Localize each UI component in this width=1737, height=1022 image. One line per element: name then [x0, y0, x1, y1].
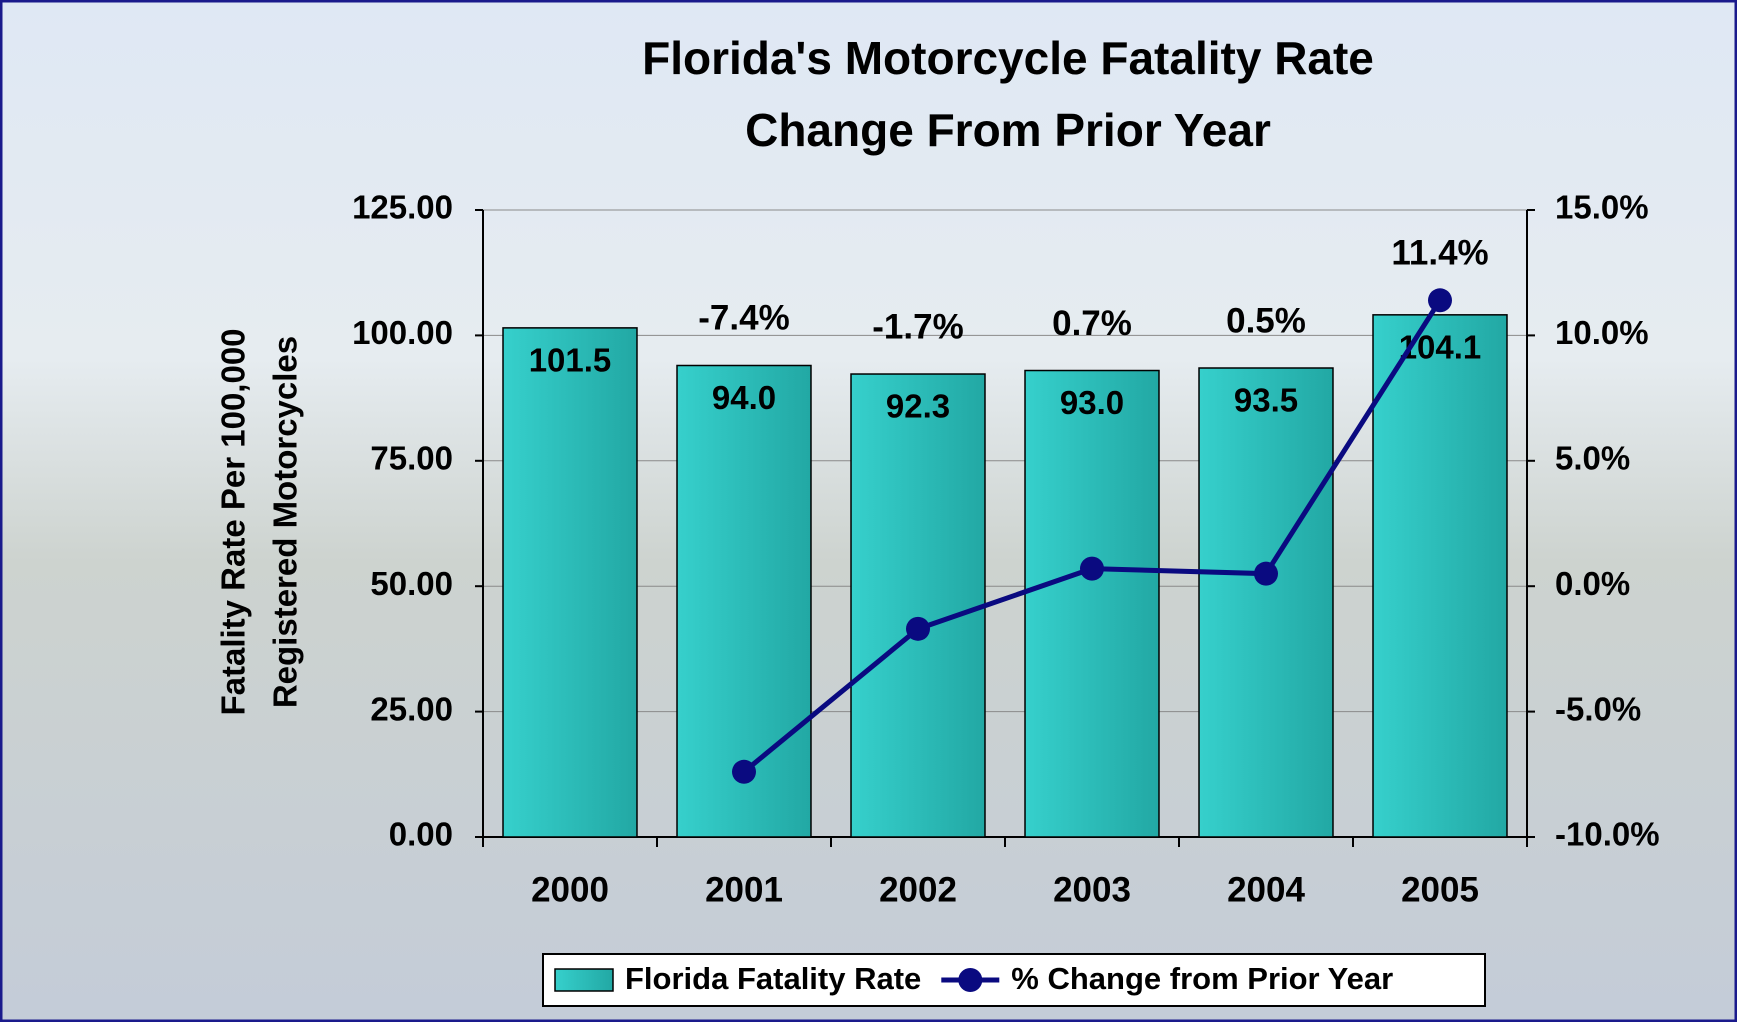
bar: [1024, 369, 1160, 838]
x-tick-label: 2004: [1227, 870, 1305, 909]
x-tick-label: 2001: [705, 870, 783, 909]
x-tick-label: 2000: [531, 870, 609, 909]
legend-swatch: [554, 968, 614, 992]
y-label-line: Registered Motorcycles: [267, 336, 304, 708]
x-tick-label: 2005: [1401, 870, 1479, 909]
bar: [676, 364, 812, 838]
y2-tick-label: 15.0%: [1555, 189, 1649, 226]
chart-subtitle: Change From Prior Year: [745, 104, 1271, 156]
y2-tick-label: 0.0%: [1555, 565, 1630, 602]
y2-tick-label: 10.0%: [1555, 314, 1649, 351]
legend-box: [542, 953, 1486, 1007]
legend: Florida Fatality Rate % Change from Prior…: [542, 953, 1486, 1007]
line-point: [1080, 556, 1104, 581]
legend-marker: [958, 968, 983, 992]
y-axis-label: Fatality Rate Per 100,000 Registered Mot…: [215, 328, 304, 715]
line-value-label: 11.4%: [1391, 234, 1488, 273]
bar-value-label: 94.0: [712, 379, 776, 416]
y-tick-label: 100.00: [352, 314, 453, 351]
y2-tick-label: 5.0%: [1555, 440, 1630, 477]
y2-tick-label: -10.0%: [1555, 816, 1660, 853]
line-value-label: -1.7%: [872, 307, 963, 346]
y-tick-label: 125.00: [352, 189, 453, 226]
bar-value-label: 92.3: [886, 388, 950, 425]
legend-label: % Change from Prior Year: [1011, 961, 1393, 996]
line-value-label: 0.7%: [1052, 304, 1132, 343]
bar: [502, 327, 638, 838]
y-tick-label: 50.00: [370, 565, 453, 602]
line-point: [1428, 288, 1452, 313]
y-tick-label: 75.00: [370, 440, 453, 477]
bar-value-label: 93.5: [1234, 382, 1298, 419]
y-tick-label: 25.00: [370, 690, 453, 727]
bar: [1198, 367, 1334, 838]
x-tick-label: 2003: [1053, 870, 1131, 909]
legend-label: Florida Fatality Rate: [625, 961, 921, 996]
bar-value-label: 93.0: [1060, 384, 1124, 421]
bar: [1372, 314, 1508, 838]
line-value-label: -7.4%: [698, 299, 789, 338]
y-label-line: Fatality Rate Per 100,000: [215, 328, 252, 715]
bar-value-label: 101.5: [529, 342, 612, 379]
line-point: [1254, 561, 1278, 586]
line-point: [906, 616, 930, 641]
bar: [850, 373, 986, 838]
chart-title: Florida's Motorcycle Fatality Rate: [642, 32, 1374, 84]
y-tick-label: 0.00: [389, 816, 453, 853]
line-value-label: 0.5%: [1226, 301, 1306, 340]
x-tick-label: 2002: [879, 870, 957, 909]
y2-tick-label: -5.0%: [1555, 690, 1641, 727]
line-point: [732, 759, 756, 784]
